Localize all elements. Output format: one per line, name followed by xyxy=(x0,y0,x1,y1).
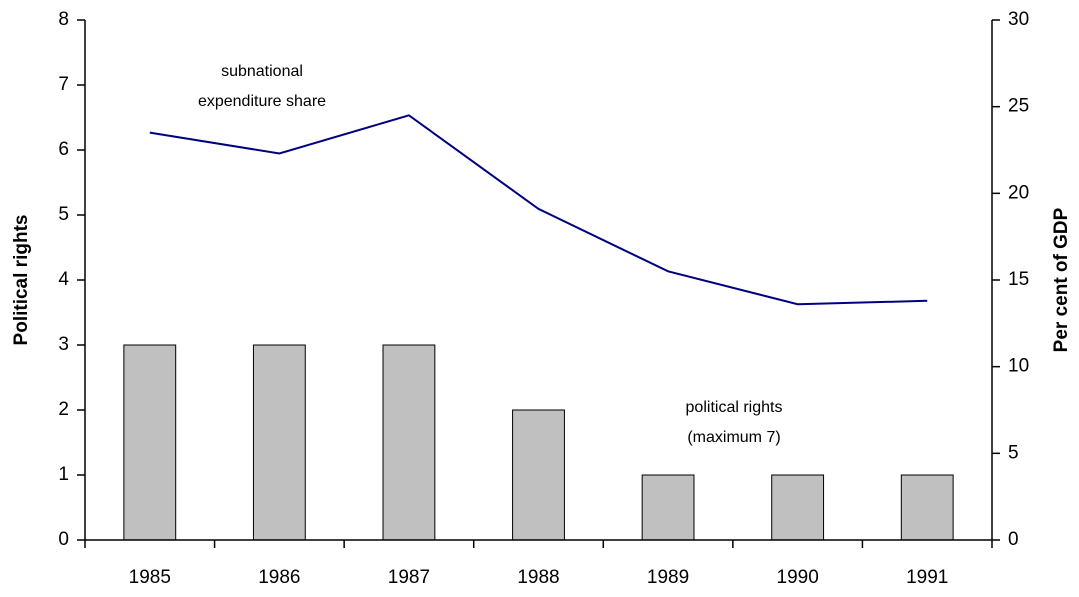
y-tick-label: 5 xyxy=(58,204,69,225)
y-tick-label: 8 xyxy=(58,9,69,30)
annotation: subnational xyxy=(221,63,303,80)
annotation: expenditure share xyxy=(198,93,326,110)
y-tick-label: 7 xyxy=(58,74,69,95)
y2-tick-label: 20 xyxy=(1008,182,1029,203)
annotation: (maximum 7) xyxy=(687,429,780,446)
x-tick-label: 1988 xyxy=(517,567,559,588)
y-tick-label: 6 xyxy=(58,139,69,160)
y-tick-label: 4 xyxy=(58,269,69,290)
y2-tick-label: 5 xyxy=(1008,442,1019,463)
bar xyxy=(382,344,436,541)
annotation: political rights xyxy=(686,399,783,416)
x-tick-label: 1989 xyxy=(647,567,689,588)
bar xyxy=(123,344,177,541)
x-tick-label: 1985 xyxy=(129,567,171,588)
line xyxy=(149,114,928,306)
bar xyxy=(771,474,825,541)
x-tick-label: 1986 xyxy=(258,567,300,588)
y2-axis-label: Per cent of GDP xyxy=(1051,207,1072,352)
y2-tick-label: 15 xyxy=(1008,269,1029,290)
y-axis-label: Political rights xyxy=(11,215,32,346)
y2-tick-label: 0 xyxy=(1008,529,1019,550)
y-tick-label: 1 xyxy=(58,464,69,485)
x-tick-label: 1987 xyxy=(388,567,430,588)
y2-tick-label: 30 xyxy=(1008,9,1029,30)
x-tick-label: 1990 xyxy=(777,567,819,588)
bar xyxy=(512,409,565,541)
y2-tick-label: 25 xyxy=(1008,96,1029,117)
bar xyxy=(641,474,695,541)
bar xyxy=(252,344,306,541)
bar xyxy=(900,474,954,541)
x-tick-label: 1991 xyxy=(906,567,948,588)
y2-tick-label: 10 xyxy=(1008,356,1029,377)
y-tick-label: 3 xyxy=(58,334,69,355)
y-tick-label: 0 xyxy=(58,529,69,550)
y-tick-label: 2 xyxy=(58,399,69,420)
